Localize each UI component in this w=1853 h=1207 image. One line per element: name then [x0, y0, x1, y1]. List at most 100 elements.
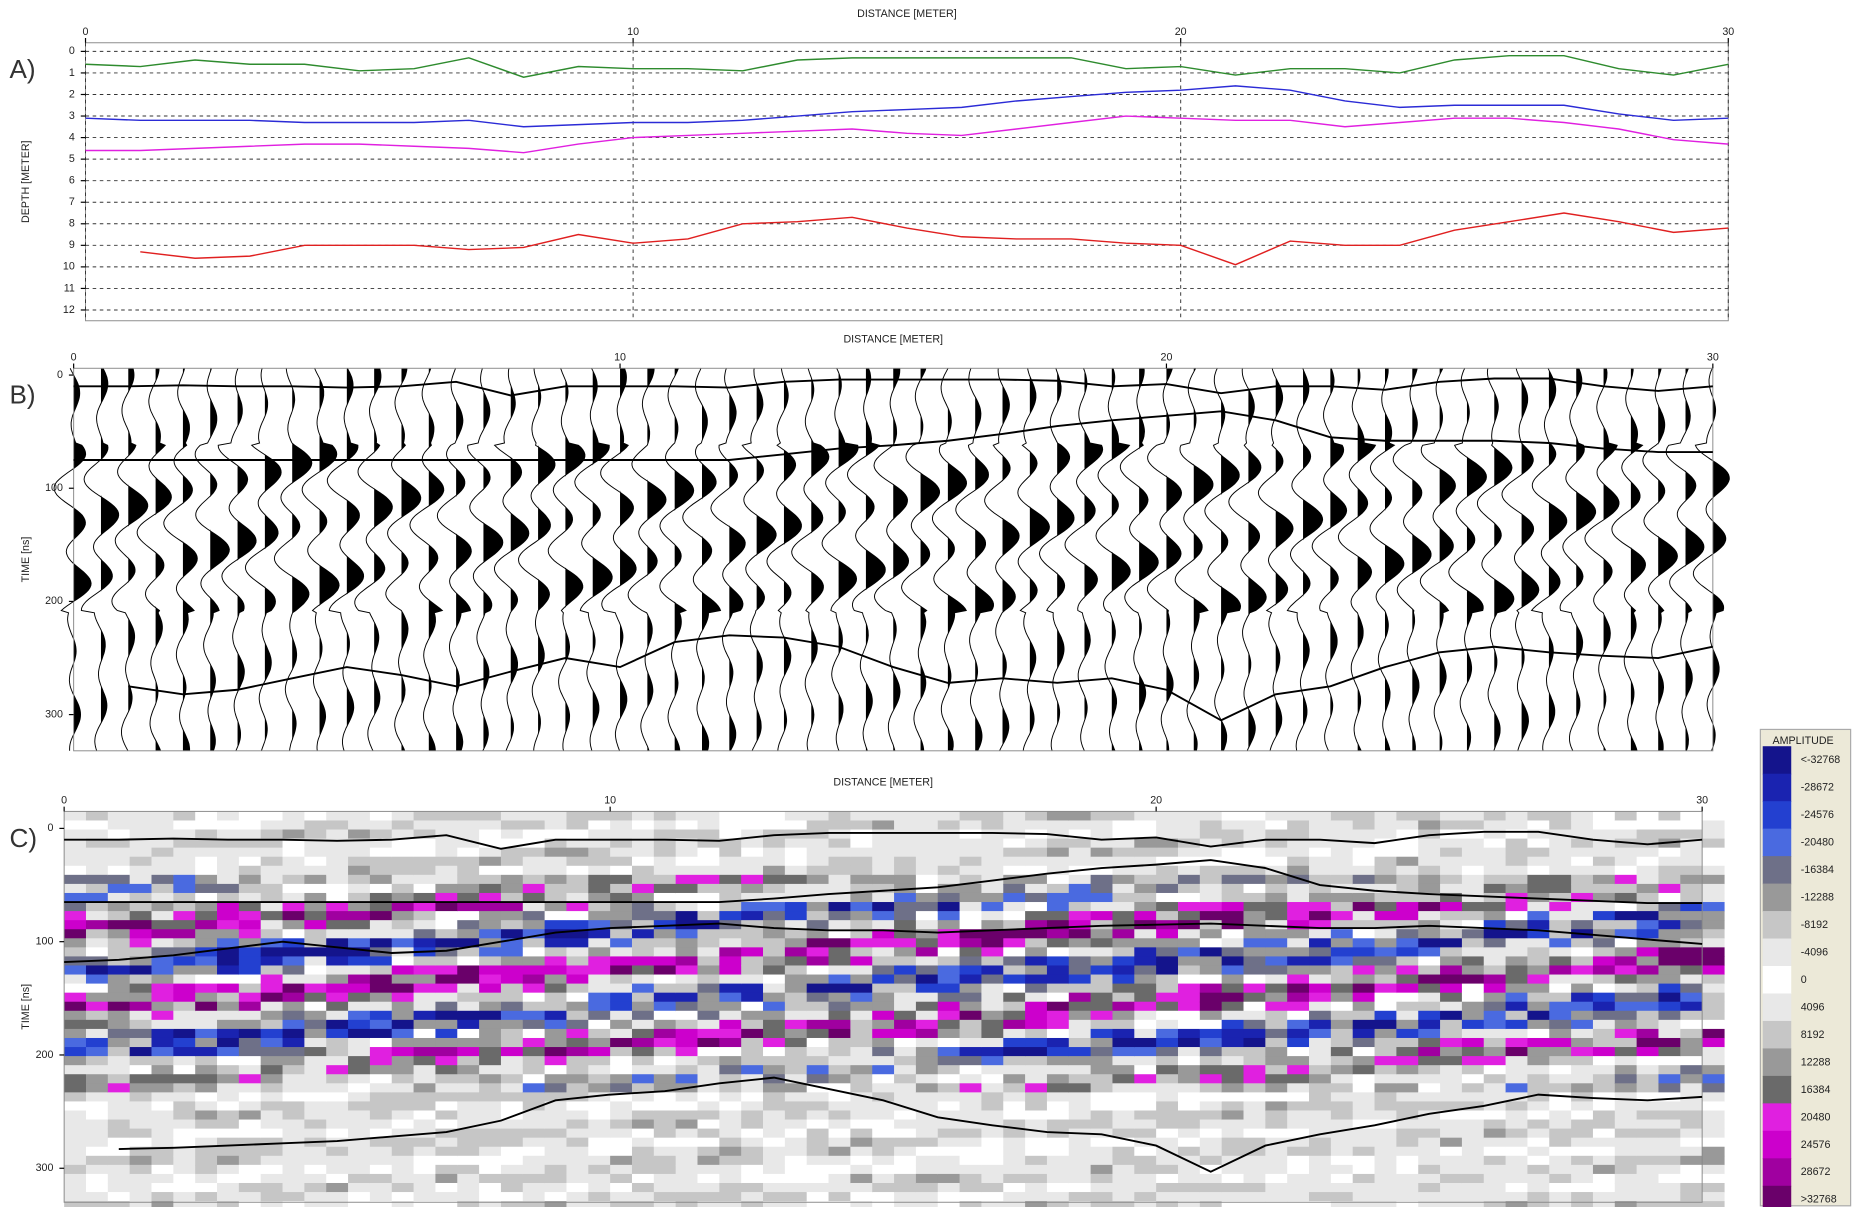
amplitude-cell: [741, 1002, 763, 1012]
amplitude-cell: [545, 1020, 567, 1030]
amplitude-cell: [763, 975, 785, 985]
amplitude-cell: [1134, 1056, 1156, 1066]
amplitude-cell: [1222, 975, 1244, 985]
amplitude-cell: [348, 965, 370, 975]
amplitude-cell: [523, 1165, 545, 1175]
amplitude-cell: [64, 1020, 86, 1030]
amplitude-cell: [304, 984, 326, 994]
amplitude-cell: [676, 956, 698, 966]
amplitude-cell: [1156, 975, 1178, 985]
amplitude-cell: [1462, 811, 1484, 821]
amplitude-cell: [370, 1029, 392, 1039]
amplitude-cell: [1702, 1038, 1724, 1048]
amplitude-cell: [86, 1065, 108, 1075]
amplitude-cell: [108, 1129, 130, 1139]
amplitude-cell: [698, 1011, 720, 1021]
amplitude-cell: [130, 984, 152, 994]
amplitude-cell: [1222, 1065, 1244, 1075]
amplitude-cell: [1047, 965, 1069, 975]
amplitude-cell: [304, 811, 326, 821]
amplitude-cell: [1309, 1138, 1331, 1148]
amplitude-cell: [829, 902, 851, 912]
amplitude-cell: [348, 1029, 370, 1039]
amplitude-cell: [741, 1065, 763, 1075]
amplitude-cell: [981, 920, 1003, 930]
amplitude-cell: [1506, 875, 1528, 885]
amplitude-cell: [1396, 1074, 1418, 1084]
amplitude-cell: [1462, 1110, 1484, 1120]
plot-area: [86, 43, 1729, 321]
amplitude-cell: [807, 866, 829, 876]
amplitude-cell: [1091, 1165, 1113, 1175]
amplitude-cell: [763, 993, 785, 1003]
amplitude-cell: [698, 1074, 720, 1084]
amplitude-cell: [741, 1110, 763, 1120]
amplitude-cell: [588, 1065, 610, 1075]
amplitude-cell: [1134, 929, 1156, 939]
amplitude-cell: [217, 830, 239, 840]
amplitude-cell: [173, 1092, 195, 1102]
amplitude-cell: [283, 1074, 305, 1084]
amplitude-cell: [1549, 893, 1571, 903]
x-tick-label: 30: [1696, 795, 1708, 807]
amplitude-cell: [1506, 1165, 1528, 1175]
amplitude-cell: [1527, 938, 1549, 948]
amplitude-cell: [1003, 984, 1025, 994]
amplitude-cell: [829, 866, 851, 876]
amplitude-cell: [1178, 1101, 1200, 1111]
amplitude-cell: [1091, 938, 1113, 948]
amplitude-cell: [960, 938, 982, 948]
amplitude-cell: [894, 920, 916, 930]
amplitude-cell: [457, 875, 479, 885]
amplitude-cell: [457, 1101, 479, 1111]
amplitude-cell: [894, 1074, 916, 1084]
amplitude-cell: [414, 1174, 436, 1184]
amplitude-cell: [872, 911, 894, 921]
amplitude-cell: [1112, 975, 1134, 985]
amplitude-cell: [1178, 1038, 1200, 1048]
amplitude-cell: [1593, 1038, 1615, 1048]
amplitude-cell: [283, 857, 305, 867]
amplitude-cell: [1593, 1074, 1615, 1084]
amplitude-cell: [1527, 1074, 1549, 1084]
amplitude-cell: [370, 1147, 392, 1157]
amplitude-cell: [566, 1002, 588, 1012]
amplitude-cell: [1200, 993, 1222, 1003]
amplitude-cell: [829, 811, 851, 821]
amplitude-cell: [348, 1065, 370, 1075]
amplitude-cell: [1375, 1011, 1397, 1021]
amplitude-cell: [807, 1038, 829, 1048]
amplitude-cell: [719, 875, 741, 885]
amplitude-cell: [1265, 1183, 1287, 1193]
amplitude-cell: [414, 848, 436, 858]
amplitude-cell: [64, 1029, 86, 1039]
amplitude-cell: [1331, 875, 1353, 885]
amplitude-cell: [457, 1183, 479, 1193]
amplitude-cell: [1702, 1011, 1724, 1021]
amplitude-cell: [894, 1192, 916, 1202]
amplitude-cell: [1265, 1029, 1287, 1039]
amplitude-cell: [1353, 902, 1375, 912]
amplitude-cell: [195, 830, 217, 840]
amplitude-cell: [676, 911, 698, 921]
amplitude-cell: [850, 875, 872, 885]
amplitude-cell: [523, 1002, 545, 1012]
amplitude-cell: [566, 911, 588, 921]
amplitude-cell: [1331, 1147, 1353, 1157]
amplitude-cell: [763, 1120, 785, 1130]
amplitude-cell: [632, 1065, 654, 1075]
amplitude-cell: [1418, 1120, 1440, 1130]
amplitude-cell: [1200, 1038, 1222, 1048]
amplitude-cell: [261, 1074, 283, 1084]
amplitude-cell: [1484, 866, 1506, 876]
amplitude-cell: [872, 1183, 894, 1193]
amplitude-cell: [1440, 1156, 1462, 1166]
amplitude-cell: [1375, 893, 1397, 903]
amplitude-cell: [1156, 1183, 1178, 1193]
amplitude-cell: [1484, 1065, 1506, 1075]
amplitude-cell: [523, 984, 545, 994]
amplitude-cell: [1309, 1101, 1331, 1111]
amplitude-cell: [960, 1083, 982, 1093]
amplitude-cell: [130, 1002, 152, 1012]
amplitude-cell: [370, 1174, 392, 1184]
